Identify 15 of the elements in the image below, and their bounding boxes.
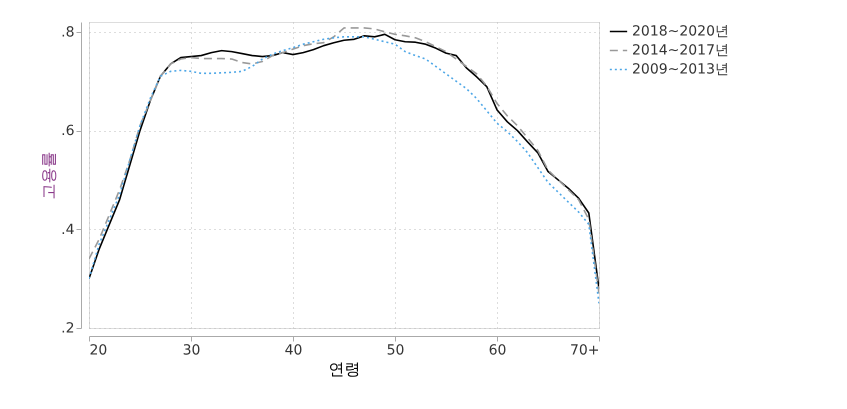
y-tick-label: .8 bbox=[61, 24, 74, 40]
y-tick-label: .6 bbox=[61, 123, 75, 140]
legend-label: 2009~2013년 bbox=[632, 62, 729, 78]
y-tick-label: .2 bbox=[61, 320, 74, 336]
x-tick-label: 20 bbox=[90, 342, 108, 358]
x-tick-label: 40 bbox=[284, 342, 302, 358]
x-tick-label: 70+ bbox=[570, 342, 600, 358]
x-tick-label: 30 bbox=[182, 342, 200, 358]
legend-label: 2018~2020년 bbox=[632, 24, 729, 40]
x-axis-title: 연령 bbox=[328, 360, 360, 378]
x-tick-label: 60 bbox=[488, 342, 506, 358]
legend-label: 2014~2017년 bbox=[632, 42, 729, 58]
y-axis-title: 고용률 bbox=[39, 152, 58, 200]
x-tick-label: 50 bbox=[386, 342, 404, 358]
y-tick-label: .4 bbox=[61, 222, 75, 238]
